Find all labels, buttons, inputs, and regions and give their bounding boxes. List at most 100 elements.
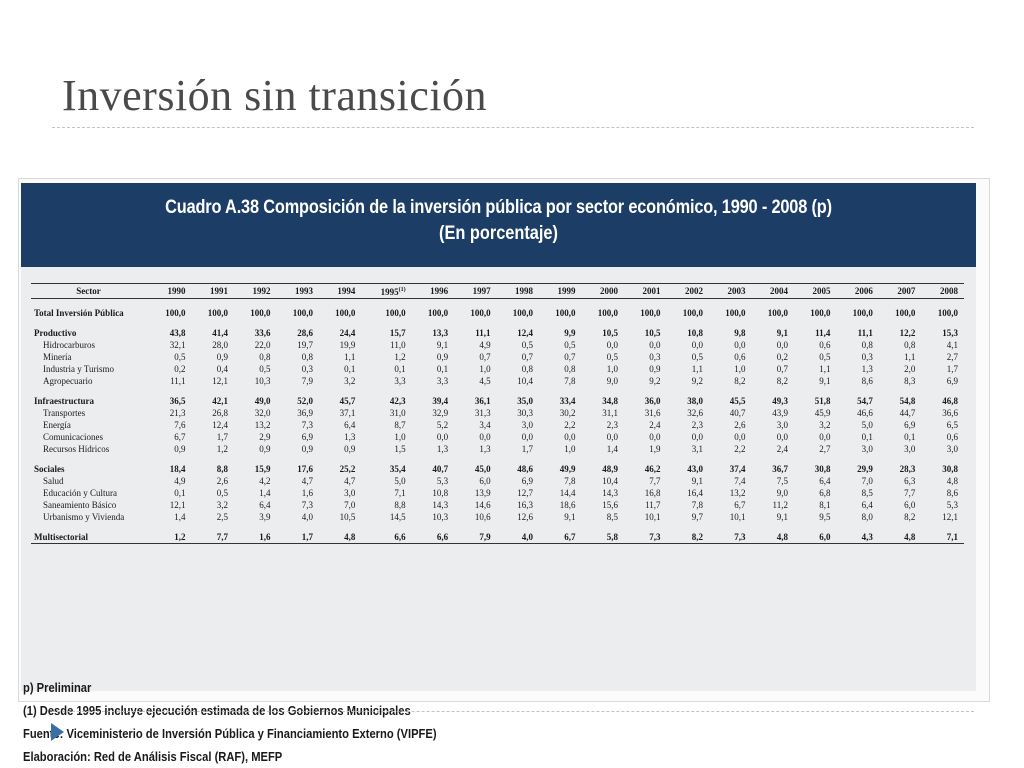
table-cell: 0,6 [946,431,958,442]
table-cell: 0,0 [819,431,831,442]
table-cell: 9,1 [564,511,576,522]
table-cell: 100,0 [895,307,916,318]
table-cell: 36,5 [169,395,186,406]
table-cell: 3,1 [691,443,703,454]
table-cell: 2,6 [734,419,746,430]
table-cell: 8,6 [946,487,958,498]
table-cell: 36,6 [942,407,958,418]
table-cell: 9,0 [776,487,788,498]
table-cell: 0,7 [479,351,491,362]
table-cell: 0,5 [691,351,703,362]
table-cell: 4,7 [344,475,356,486]
header-year: 1993 [276,283,319,299]
table-cell: 7,9 [454,530,497,544]
table-cell: 21,3 [169,407,186,418]
table-cell: 3,4 [479,419,491,430]
table-cell: 6,3 [904,475,916,486]
table-cell: 13,3 [432,327,449,338]
table-cell: 4,8 [946,475,958,486]
table-cell: 9,1 [436,339,449,350]
table-cell: 7,1 [921,530,964,544]
table-cell: 1,6 [301,487,313,498]
table-cell: 34,8 [602,395,619,406]
table-cell: 0,5 [606,351,619,362]
header-year: 2006 [836,283,879,299]
table-cell: 32,6 [687,407,703,418]
table-row: Sociales 18,4 8,8 15,9 17,6 25,2 35,4 40,7 45,0 4… [31,463,964,475]
table-cell: 10,5 [602,327,619,338]
table-cell: 2,7 [819,443,831,454]
note-municipal: (1) Desde 1995 incluye ejecución estimad… [23,703,411,718]
table-cell: 0,9 [649,363,661,374]
table-cell: 1,1 [819,363,831,374]
table-cell: 11,2 [772,499,788,510]
table-cell: 36,7 [772,463,788,474]
table-cell: 7,0 [861,475,873,486]
table-cell: 1,1 [344,351,356,362]
table-row: Salud 4,9 2,6 4,2 4,7 4,7 5,0 5,3 6,0 6,9 7,8 10,4 7… [31,475,964,487]
table-cell: 16,4 [687,487,703,498]
table-cell: 12,1 [212,375,228,386]
table-cell: 13,9 [474,487,491,498]
spacer-cell [31,319,964,327]
table-cell: 0,0 [691,339,703,350]
table-cell: 10,1 [644,511,661,522]
row-label: Urbanismo y Vivienda [43,511,125,522]
table-cell: 100,0 [512,307,534,318]
table-cell: 0,0 [691,431,703,442]
table-cell: 0,5 [819,351,831,362]
table-cell: 35,0 [517,395,534,406]
table-cell: 2,2 [734,443,746,454]
spacer-row [31,387,964,395]
table-cell: 33,4 [559,395,576,406]
table-cell: 36,1 [474,395,491,406]
table-cell: 31,6 [644,407,661,418]
table-cell: 5,3 [436,475,449,486]
table-cell: 42,1 [212,395,228,406]
table-cell: 0,9 [301,443,313,454]
table-cell: 0,7 [521,351,534,362]
table-cell: 11,1 [857,327,873,338]
table-cell: 2,3 [691,419,703,430]
table-cell: 45,5 [729,395,746,406]
table-cell: 1,4 [259,487,271,498]
row-label: Transportes [43,407,86,418]
table-cell: 10,8 [687,327,703,338]
table-cell: 1,2 [394,351,406,362]
table-cell: 9,1 [819,375,831,386]
table-cell: 40,7 [432,463,449,474]
table-cell: 4,8 [318,530,362,544]
table-cell: 100,0 [292,307,313,318]
table-cell: 4,2 [259,475,271,486]
header-year-1995: 1995(1) [361,283,412,299]
table-cell: 3,9 [259,511,271,522]
table-cell: 0,1 [436,363,449,374]
table-cell: 0,9 [344,443,356,454]
table-subtitle: (En porcentaje) [439,223,558,244]
table-cell: 49,9 [559,463,576,474]
table-cell: 3,0 [344,487,356,498]
table-cell: 6,7 [539,530,582,544]
table-cell: 1,4 [174,511,186,522]
table-cell: 30,2 [559,407,576,418]
table-cell: 14,6 [474,499,491,510]
table-cell: 0,8 [564,363,576,374]
header-year: 1998 [496,283,540,299]
table-cell: 12,1 [169,499,186,510]
table-cell: 36,0 [644,395,661,406]
table-cell: 0,9 [174,443,186,454]
row-label: Sociales [34,463,65,474]
table-cell: 38,0 [687,395,703,406]
table-cell: 8,3 [904,375,916,386]
table-cell: 2,2 [564,419,576,430]
table-cell: 9,7 [691,511,703,522]
table-cell: 4,0 [496,530,540,544]
table-image: Cuadro A.38 Composición de la inversión … [18,178,990,764]
table-cell: 7,3 [624,530,667,544]
table-cell: 14,4 [559,487,576,498]
table-cell: 3,2 [819,419,831,430]
table-cell: 41,4 [212,327,228,338]
table-cell: 1,5 [394,443,406,454]
row-label: Saneamiento Básico [43,499,117,510]
table-cell: 100,0 [597,307,619,318]
